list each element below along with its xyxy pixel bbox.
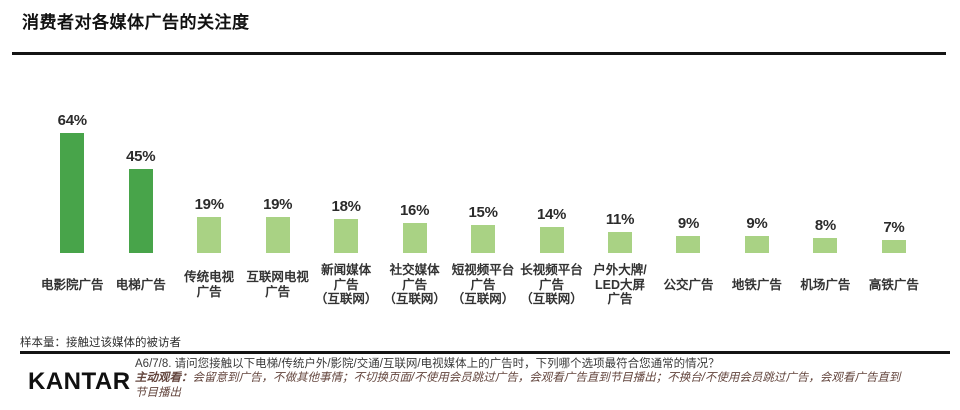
bar [813,238,838,253]
category-label: 地铁广告 [731,277,782,292]
bar-value-label: 19% [194,196,224,214]
category-label: 互联网电视 广告 [246,270,309,299]
category-label: 社交媒体 广告 （互联网） [383,262,446,307]
bar [402,223,427,253]
footnote: A6/7/8. 请问您接触以下电梯/传统户外/影院/交通/互联网/电视媒体上的广… [135,357,905,400]
bar [197,217,222,253]
chart-plot-cell: 9% [744,100,769,253]
chart-plot-cell: 18% [332,100,361,253]
bar-value-label: 11% [605,211,635,229]
chart-plot-cell: 16% [400,100,429,253]
footnote-definition: 主动观看：会留意到广告，不做其他事情；不切换页面/不使用会员跳过广告，会观看广告… [135,371,905,400]
category-label: 户外大牌/ LED大屏 广告 [593,262,647,307]
chart-column: 8% 机场广告 [791,100,859,315]
footnote-definition-term: 主动观看： [135,372,193,385]
kantar-logo: KANTAR [28,368,131,395]
bar [60,133,85,253]
bar [539,226,564,253]
title-divider [12,52,946,55]
category-label: 电梯广告 [115,277,166,292]
bar [744,236,769,253]
chart-column: 15% 短视频平台 广告 （互联网） [449,100,517,315]
chart-column: 16% 社交媒体 广告 （互联网） [380,100,448,315]
chart-plot-cell: 45% [126,100,156,253]
bar-value-label: 8% [814,217,836,234]
chart-plot-cell: 8% [813,100,838,253]
bar-value-label: 45% [126,147,156,165]
bar-value-label: 7% [883,218,905,236]
bar-value-label: 9% [677,215,699,233]
bar [881,239,906,253]
bar-value-label: 19% [263,196,293,214]
chart-plot-cell: 19% [195,100,224,253]
footer-divider [20,351,950,354]
chart-plot-cell: 15% [468,100,498,253]
footnote-question: A6/7/8. 请问您接触以下电梯/传统户外/影院/交通/互联网/电视媒体上的广… [135,358,720,370]
chart-columns: 64% 电影院广告 45% 电梯广告 19% 传统电视 广告 19% 互联网电视… [38,100,928,315]
category-label: 机场广告 [800,277,851,292]
chart-plot-cell: 7% [881,100,906,253]
chart-column: 19% 互联网电视 广告 [243,100,311,315]
category-label: 新闻媒体 广告 （互联网） [314,262,378,307]
bar-chart: 64% 电影院广告 45% 电梯广告 19% 传统电视 广告 19% 互联网电视… [38,100,928,315]
chart-column: 14% 长视频平台 广告 （互联网） [517,100,585,315]
category-label: 短视频平台 广告 （互联网） [451,262,515,307]
sample-size-note: 样本量：接触过该媒体的被访者 [20,337,181,349]
page-title: 消费者对各媒体广告的关注度 [22,13,250,32]
bar-value-label: 64% [57,112,87,129]
category-label: 高铁广告 [868,277,919,292]
bar-value-label: 16% [400,202,430,219]
chart-column: 19% 传统电视 广告 [175,100,243,315]
bar [607,232,632,253]
chart-plot-cell: 14% [537,100,566,253]
bar-value-label: 15% [468,203,498,221]
chart-column: 9% 地铁广告 [723,100,791,315]
footnote-definition-text: 会留意到广告，不做其他事情；不切换页面/不使用会员跳过广告，会观看广告直到节目播… [135,372,901,399]
bar-value-label: 9% [746,215,768,233]
chart-plot-cell: 11% [606,100,634,253]
bar [676,236,701,253]
category-label: 传统电视 广告 [184,270,235,299]
bar [334,219,359,253]
bar [471,224,496,253]
chart-column: 7% 高铁广告 [860,100,928,315]
chart-column: 18% 新闻媒体 广告 （互联网） [312,100,380,315]
category-label: 长视频平台 广告 （互联网） [520,262,583,307]
chart-column: 64% 电影院广告 [38,100,106,315]
chart-plot-cell: 64% [58,100,87,253]
chart-column: 9% 公交广告 [654,100,722,315]
chart-plot-cell: 19% [263,100,293,253]
category-label: 电影院广告 [40,277,104,292]
chart-column: 45% 电梯广告 [106,100,174,315]
bar-value-label: 14% [536,205,567,223]
chart-column: 11% 户外大牌/ LED大屏 广告 [586,100,654,315]
category-label: 公交广告 [663,277,714,292]
bar [128,168,153,253]
chart-plot-cell: 9% [676,100,701,253]
bar-value-label: 18% [331,198,361,216]
bar [265,217,290,253]
